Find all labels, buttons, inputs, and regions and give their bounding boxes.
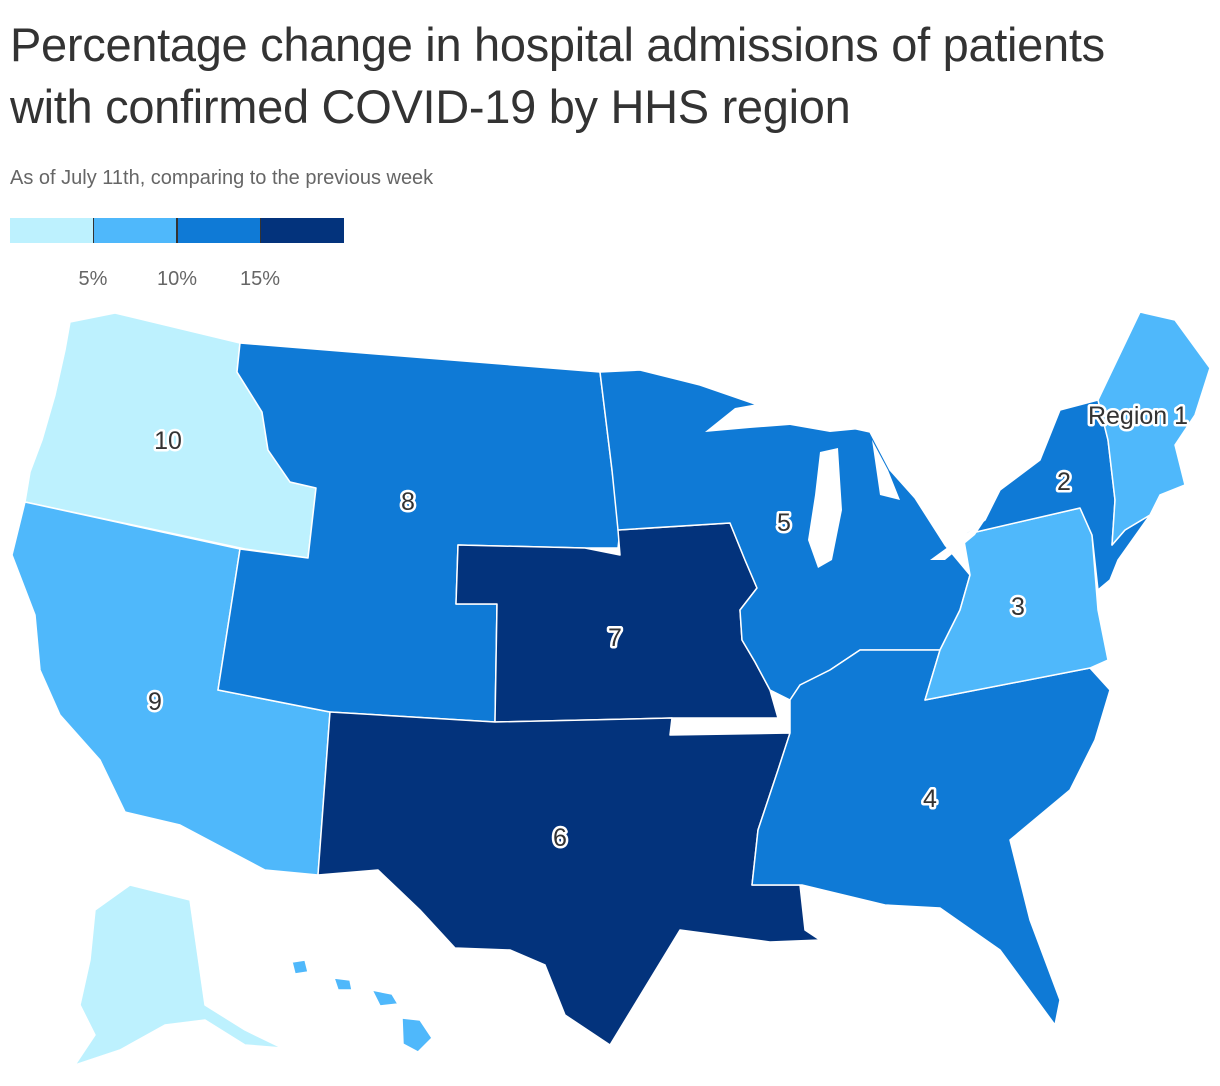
lake-huron [872, 440, 900, 500]
region-1-label: Region 1 [1088, 402, 1188, 430]
region-2-label: 2 [1057, 468, 1071, 496]
legend-tick-label: 10% [156, 268, 198, 290]
legend-swatch-1 [10, 218, 94, 243]
alaska-area [74, 884, 283, 1066]
region-9-label: 9 [148, 688, 162, 716]
hawaii-kauai [291, 959, 309, 975]
legend-swatch-3 [177, 218, 261, 243]
region-1-area [1097, 311, 1211, 546]
legend-tick-mark [259, 218, 261, 243]
legend-tick-label: 5% [78, 268, 108, 290]
lake-erie [930, 520, 985, 560]
hawaii-maui [371, 989, 399, 1007]
region-4-area [751, 649, 1111, 1026]
us-hhs-region-map: Region 1 2 3 4 5 6 7 8 9 10 [11, 311, 1211, 1066]
chart-title: Percentage change in hospital admissions… [10, 18, 1105, 133]
lake-michigan [808, 448, 842, 568]
hawaii-oahu [333, 977, 353, 991]
region-4-label: 4 [923, 785, 937, 813]
region-7-area [455, 522, 779, 723]
lake-superior [705, 400, 872, 432]
legend-tick-mark [176, 218, 178, 243]
region-8-label: 8 [401, 488, 415, 516]
region-3-label: 3 [1011, 593, 1025, 621]
region-6-area [317, 711, 821, 1046]
region-5-label: 5 [777, 509, 791, 537]
legend-tick-label: 15% [239, 268, 281, 290]
color-legend: 5% 10% 15% [10, 218, 345, 290]
region-6-label: 6 [553, 824, 567, 852]
legend-color-bar [10, 218, 344, 243]
chart-subtitle: As of July 11th, comparing to the previo… [10, 167, 434, 189]
legend-tick-mark [92, 218, 94, 243]
region-7-label: 7 [608, 624, 622, 652]
legend-swatch-4 [260, 218, 344, 243]
great-lakes [705, 400, 985, 568]
legend-swatch-2 [93, 218, 177, 243]
region-10-label: 10 [154, 427, 182, 455]
hawaii-island [401, 1017, 433, 1053]
